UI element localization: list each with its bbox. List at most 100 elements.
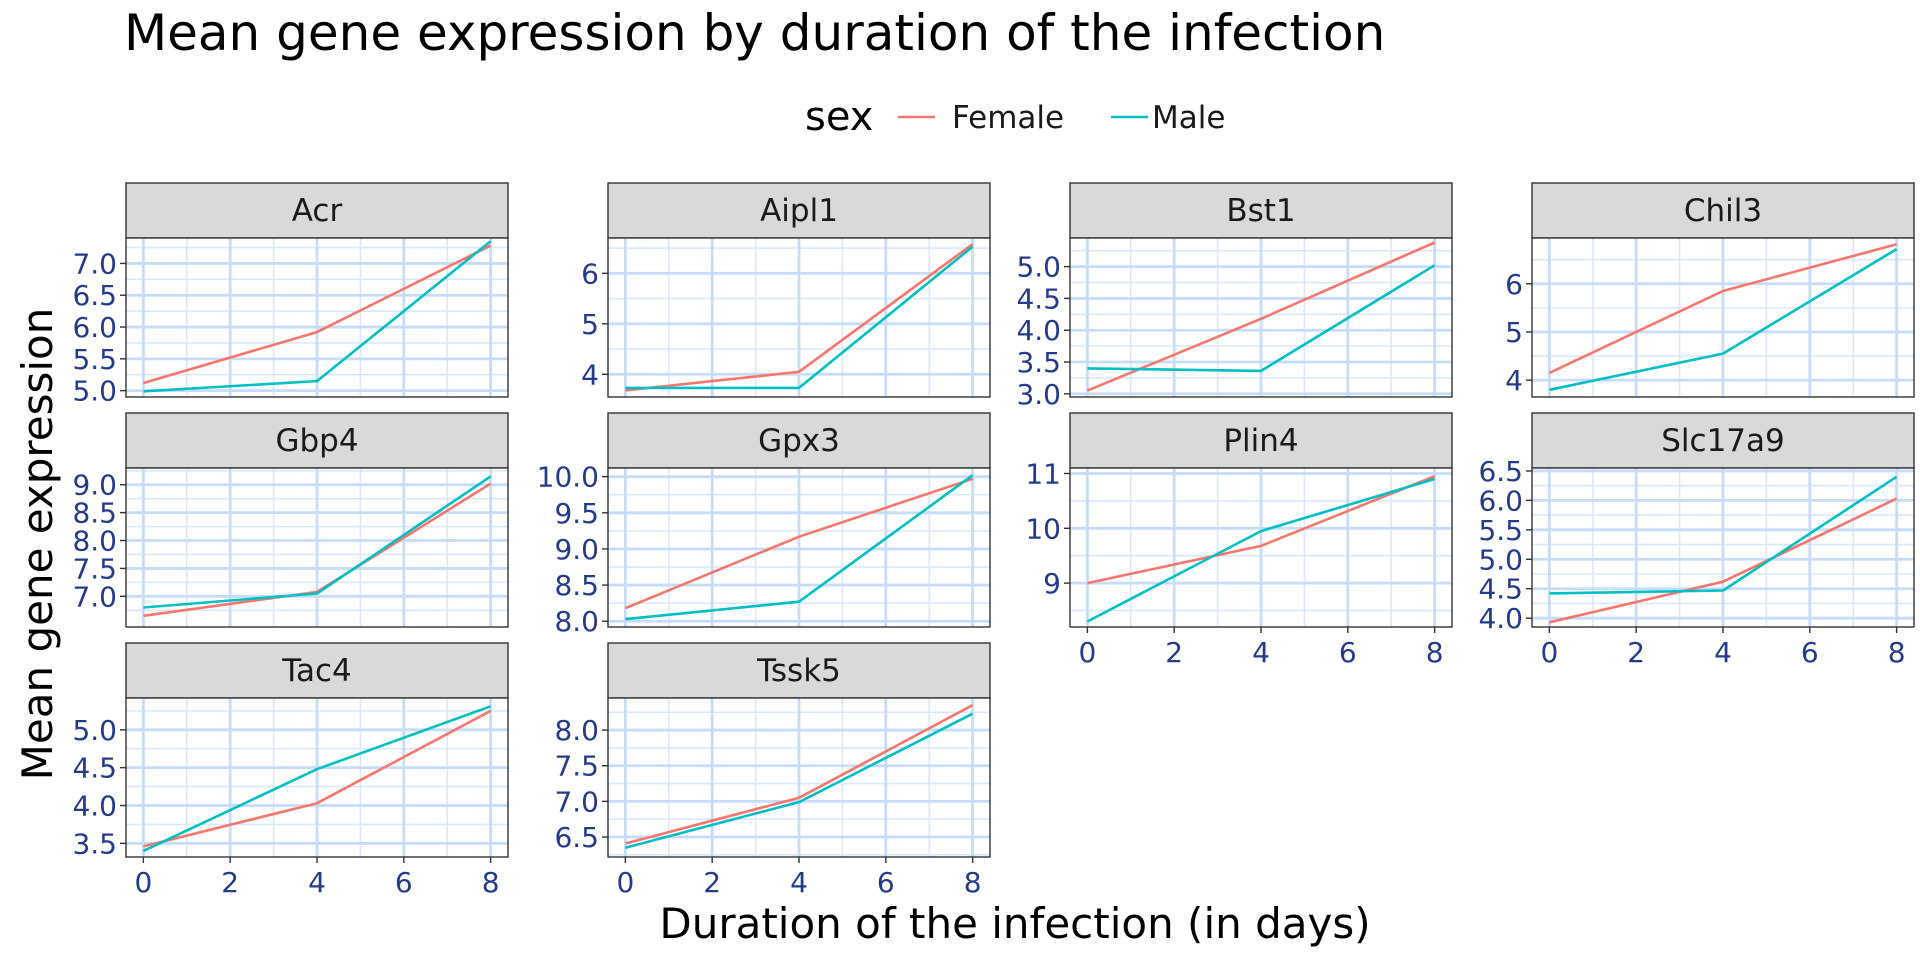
y-tick-label: 6 (1505, 268, 1523, 301)
x-tick-label: 0 (1540, 636, 1558, 669)
y-tick-label: 6.5 (1478, 455, 1523, 488)
x-tick-label: 2 (703, 866, 721, 899)
strip-acr (125, 182, 509, 239)
line-aipl1-female (625, 243, 974, 392)
strip-tac4 (125, 642, 509, 699)
panel-bst1: Bst1 3.03.54.04.55.0 (1016, 182, 1453, 411)
line-plin4-female (1087, 474, 1436, 585)
y-tick-label: 3.0 (1016, 378, 1061, 411)
y-tick-label: 7.5 (554, 750, 599, 783)
y-tick-label: 6.5 (72, 279, 117, 312)
x-tick-label: 8 (482, 866, 500, 899)
panel-border-bst1 (1069, 237, 1453, 398)
panel-border-chil3 (1531, 237, 1915, 398)
panel-acr: Acr 5.05.56.06.57.0 (72, 182, 509, 408)
strip-label-chil3: Chil3 (1684, 193, 1762, 229)
panel-plin4: Plin4 9 10 11 0 2 4 6 8 (1025, 412, 1453, 669)
strip-label-aipl1: Aipl1 (760, 193, 838, 229)
line-aipl1-male (625, 245, 974, 390)
y-tick-label: 5.0 (72, 375, 117, 408)
y-tick-label: 8.0 (72, 525, 117, 558)
y-tick-label: 10.0 (537, 461, 599, 494)
x-tick-label: 2 (1627, 636, 1645, 669)
y-tick-label: 8.0 (554, 605, 599, 638)
y-tick-label: 5.0 (1478, 543, 1523, 576)
line-acr-male (143, 240, 492, 393)
strip-label-gpx3: Gpx3 (758, 423, 840, 459)
y-tick-label: 6.0 (72, 311, 117, 344)
x-tick-label: 4 (1252, 636, 1270, 669)
y-tick-label: 3.5 (1016, 346, 1061, 379)
strip-bst1 (1069, 182, 1453, 239)
y-tick-label: 7.0 (72, 247, 117, 280)
legend-label-female: Female (952, 100, 1064, 136)
y-tick-label: 4.0 (1016, 314, 1061, 347)
strip-label-bst1: Bst1 (1226, 193, 1295, 229)
y-tick-label: 4.5 (72, 752, 117, 785)
x-tick-label: 8 (1888, 636, 1906, 669)
y-tick-label: 11 (1025, 457, 1061, 490)
panel-gpx3: Gpx3 8.08.59.09.510.0 (537, 412, 991, 638)
y-tick-label: 8.0 (554, 714, 599, 747)
x-tick-label: 2 (221, 866, 239, 899)
legend-label-male: Male (1152, 100, 1225, 136)
y-axis-title: Mean gene expression (13, 308, 62, 781)
line-slc17a9-male (1549, 475, 1898, 595)
strip-label-tac4: Tac4 (281, 653, 352, 689)
y-tick-label: 8.5 (72, 497, 117, 530)
y-tick-label: 5.0 (72, 714, 117, 747)
y-tick-label: 4.5 (1478, 573, 1523, 606)
x-tick-label: 2 (1165, 636, 1183, 669)
x-tick-label: 8 (964, 866, 982, 899)
y-tick-label: 5 (1505, 316, 1523, 349)
line-gpx3-male (625, 474, 974, 621)
chart-title: Mean gene expression by duration of the … (124, 4, 1385, 62)
line-bst1-male (1087, 264, 1436, 373)
panel-gbp4: Gbp4 7.07.58.08.59.0 (72, 412, 509, 628)
x-tick-label: 6 (1339, 636, 1357, 669)
panel-border-aipl1 (607, 237, 991, 398)
x-tick-label: 4 (790, 866, 808, 899)
strip-gpx3 (607, 412, 991, 469)
line-tac4-male (142, 705, 492, 853)
line-bst1-female (1086, 241, 1436, 392)
y-tick-label: 9 (1043, 567, 1061, 600)
panel-border-gbp4 (125, 467, 509, 628)
y-tick-label: 5 (581, 308, 599, 341)
strip-label-gbp4: Gbp4 (275, 423, 358, 459)
panel-slc17a9: Slc17a9 4.04.55.05.56.06.5 0 2 4 6 8 (1478, 412, 1915, 669)
line-tac4-female (143, 709, 492, 848)
x-tick-label: 0 (1078, 636, 1096, 669)
line-plin4-male (1086, 477, 1435, 623)
strip-label-plin4: Plin4 (1223, 423, 1298, 459)
y-tick-label: 4.0 (72, 790, 117, 823)
strip-tssk5 (607, 642, 991, 699)
panel-chil3: Chil3 4 5 6 (1505, 182, 1915, 398)
x-tick-label: 0 (134, 866, 152, 899)
y-tick-label: 9.5 (554, 497, 599, 530)
y-tick-label: 5.5 (72, 343, 117, 376)
x-tick-label: 6 (395, 866, 413, 899)
line-gpx3-female (624, 477, 974, 610)
x-tick-label: 6 (877, 866, 895, 899)
panel-border-acr (125, 237, 509, 398)
strip-label-acr: Acr (292, 193, 343, 229)
panel-aipl1: Aipl1 4 5 6 (581, 182, 991, 398)
y-tick-label: 4 (1505, 364, 1523, 397)
x-tick-label: 0 (616, 866, 634, 899)
y-tick-label: 9.0 (554, 533, 599, 566)
legend: sex Female Male (805, 94, 1225, 140)
y-tick-label: 4.0 (1478, 602, 1523, 635)
y-tick-label: 6.5 (554, 821, 599, 854)
line-tssk5-male (625, 712, 974, 849)
line-chil3-male (1549, 247, 1898, 392)
strip-chil3 (1531, 182, 1915, 239)
line-slc17a9-female (1549, 497, 1898, 624)
legend-title: sex (805, 94, 873, 140)
y-tick-label: 4.5 (1016, 282, 1061, 315)
strip-gbp4 (125, 412, 509, 469)
x-axis-title: Duration of the infection (in days) (659, 899, 1370, 948)
line-acr-female (143, 244, 492, 385)
panel-tssk5: Tssk5 6.57.07.58.0 0 2 4 6 8 (554, 642, 991, 899)
strip-plin4 (1069, 412, 1453, 469)
